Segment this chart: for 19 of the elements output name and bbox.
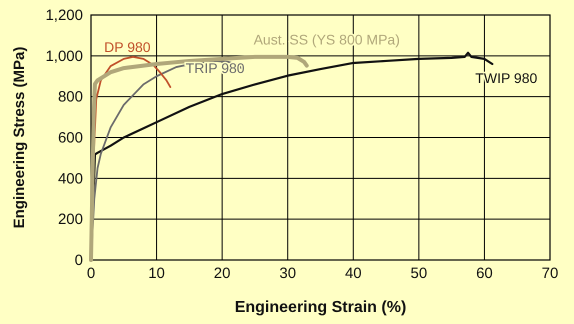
- x-tick-label: 0: [86, 265, 96, 282]
- x-axis-title: Engineering Strain (%): [234, 299, 406, 316]
- y-tick-label: 600: [58, 130, 83, 146]
- series-label: DP 980: [104, 39, 151, 56]
- x-tick-label: 60: [476, 265, 493, 282]
- y-axis-title: Engineering Stress (MPa): [11, 46, 28, 228]
- y-tick-label: 0: [74, 252, 83, 269]
- x-tick-label: 20: [214, 265, 230, 282]
- y-tick-label: 200: [58, 211, 83, 228]
- y-tick-label: 1,000: [45, 48, 83, 65]
- x-tick-label: 30: [279, 265, 296, 282]
- x-tick-label: 50: [410, 265, 428, 282]
- x-tick-label: 40: [344, 265, 362, 282]
- y-tick-label: 800: [58, 88, 83, 106]
- line-series: [89, 54, 309, 262]
- y-tick-label: 400: [58, 170, 83, 188]
- y-tick-label: 1,200: [45, 7, 83, 24]
- x-tick-label: 10: [148, 265, 165, 282]
- x-tick-label: 70: [542, 265, 558, 282]
